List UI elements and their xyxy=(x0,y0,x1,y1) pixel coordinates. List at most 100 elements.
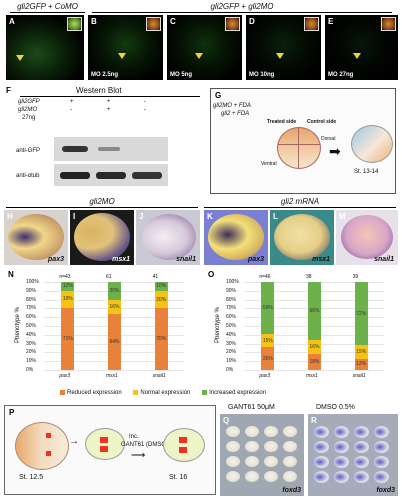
dmso-header: DMSO 0.5% xyxy=(316,404,355,411)
legend-normal: Normal expression xyxy=(133,390,190,396)
gene-label-m: snail1 xyxy=(374,256,394,263)
panel-label-e: E xyxy=(328,17,334,26)
embryo-k xyxy=(208,214,264,260)
bar-pax3-2 xyxy=(261,282,275,334)
y-tick-label: 40% xyxy=(26,331,37,338)
bar-label: 16% xyxy=(309,344,320,351)
embryo-inset-d xyxy=(304,17,319,31)
arrow-icon: ⟶ xyxy=(131,450,146,461)
panel-c: C MO 5ng xyxy=(167,15,242,80)
gene-label-r: foxd3 xyxy=(376,487,395,494)
header-co-mo: gli2GFP + CoMO xyxy=(17,2,78,11)
embryo-st12 xyxy=(15,422,69,470)
panel-a: A xyxy=(6,15,84,80)
gene-label-j: snail1 xyxy=(176,256,196,263)
bar-label: 66% xyxy=(309,308,320,315)
gene-label-i: msx1 xyxy=(112,256,130,263)
embryo xyxy=(334,426,349,438)
wb-row-label-dose: 27ng xyxy=(22,115,36,121)
embryo xyxy=(226,426,240,437)
bar-label: 19% xyxy=(62,296,73,303)
wb-lane2-row2: + xyxy=(107,107,111,113)
header-gli2mo: gli2MO xyxy=(89,197,115,206)
y-tick-label: 100% xyxy=(226,279,239,285)
panel-label-h: H xyxy=(7,212,13,221)
embryo-st16 xyxy=(163,428,205,462)
n-label: 38 xyxy=(306,274,312,280)
panel-label-k: K xyxy=(207,212,213,221)
y-tick-label: 20% xyxy=(26,349,37,356)
panel-label-m: M xyxy=(339,212,346,221)
gant-header: GANT61 50μM xyxy=(228,404,275,411)
embryo xyxy=(226,471,240,482)
header-gli2-mrna: gli2 mRNA xyxy=(280,197,320,206)
bar-label: 15% xyxy=(356,348,367,355)
embryo xyxy=(264,441,278,452)
y-tick-label: 80% xyxy=(26,296,37,303)
band-label-gfp: anti-GFP xyxy=(16,148,41,154)
y-tick-label: 90% xyxy=(226,287,237,294)
embryo-m xyxy=(341,215,393,259)
n-label: n=46 xyxy=(259,274,271,280)
panel-label-p: P xyxy=(9,408,15,417)
y-axis-label: Phenotype % xyxy=(14,307,21,343)
dose-label-d: MO 10ng xyxy=(249,72,275,78)
embryo-j xyxy=(142,214,196,260)
bar-msx1-1 xyxy=(108,299,121,314)
y-tick-label: 60% xyxy=(226,314,237,321)
arrow-icon: → xyxy=(69,436,79,447)
embryo xyxy=(283,441,297,452)
bar-label: 13% xyxy=(356,361,367,368)
bar-snail1-1 xyxy=(354,345,368,359)
panel-i: I msx1 xyxy=(70,210,134,265)
bar-pax3-1 xyxy=(261,333,275,348)
dorsal-label: Dorsal xyxy=(321,136,336,142)
bar-label: 16% xyxy=(109,303,120,310)
y-axis-label: Phenotype % xyxy=(214,307,221,343)
embryo xyxy=(245,441,259,452)
bar-snail1-1 xyxy=(154,290,168,309)
x-tick-label: msx1 xyxy=(106,373,118,379)
panel-label-d: D xyxy=(249,17,255,26)
panel-r: R foxd3 xyxy=(308,414,398,496)
y-tick-label: 60% xyxy=(26,314,37,321)
bar-label: 20% xyxy=(109,287,120,294)
panel-label-i: I xyxy=(73,212,76,221)
panel-label-f: F xyxy=(6,86,11,95)
embryo xyxy=(314,471,329,483)
x-tick-label: msx1 xyxy=(306,373,318,379)
blot-gfp xyxy=(54,137,168,161)
bar-label: 10% xyxy=(156,283,167,290)
inc-label: Inc. xyxy=(129,434,139,440)
injection-2: gli2 + FDA xyxy=(221,111,250,117)
wb-lane1-row1: + xyxy=(70,99,74,105)
n-label: 61 xyxy=(106,274,112,280)
y-tick-label: 40% xyxy=(226,331,237,338)
panel-label-j: J xyxy=(139,212,144,221)
embryo xyxy=(264,471,278,482)
embryo xyxy=(283,471,297,482)
embryo-i xyxy=(74,213,130,261)
dose-label-e: MO 27ng xyxy=(328,72,354,78)
y-tick-label: 70% xyxy=(26,305,37,312)
embryo-h xyxy=(8,214,64,260)
dose-label-b: MO 2.5ng xyxy=(91,72,119,78)
chart-o: O Phenotype % 0% 10% 20% 30% 40% 50% 60% 70% 80% 90… xyxy=(204,268,398,390)
gridline xyxy=(244,370,384,371)
panel-k: K pax3 xyxy=(204,210,268,265)
embryo xyxy=(245,471,259,482)
panel-label-o: O xyxy=(208,270,215,279)
gridline xyxy=(44,370,184,371)
bar-pax3-0 xyxy=(61,307,75,370)
arrowhead-icon xyxy=(195,53,203,59)
panel-label-n: N xyxy=(8,270,14,279)
y-tick-label: 70% xyxy=(226,305,237,312)
arrowhead-icon xyxy=(353,53,361,59)
panel-label-l: L xyxy=(273,212,278,221)
embryo xyxy=(283,456,297,467)
gene-label-k: pax3 xyxy=(248,256,264,263)
y-tick-label: 10% xyxy=(26,358,37,365)
header-line-right xyxy=(92,12,392,13)
embryo-inset-e xyxy=(381,17,396,31)
embryo xyxy=(374,471,389,483)
